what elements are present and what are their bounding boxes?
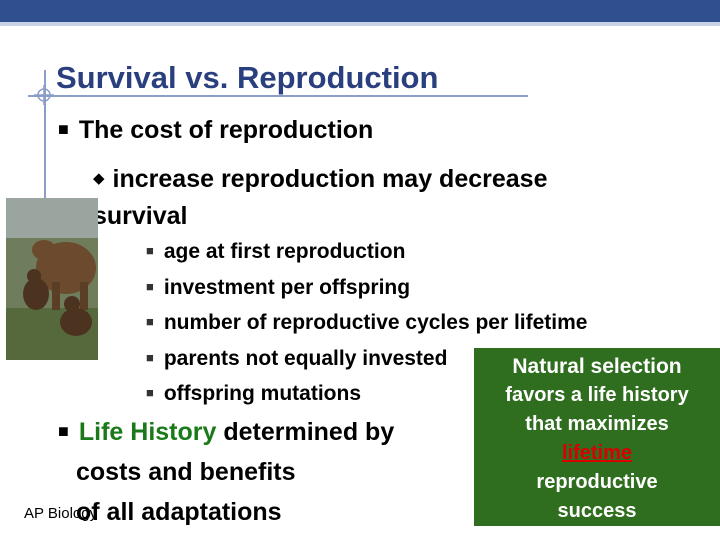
square-bullet-icon: ■ bbox=[58, 421, 69, 441]
footer-label: AP Biology bbox=[24, 505, 98, 522]
diamond-bullet-icon: ◆ bbox=[93, 170, 105, 187]
list-item: ■ parents not equally invested bbox=[146, 346, 448, 370]
bullet1-text: The cost of reproduction bbox=[78, 116, 374, 144]
square-bullet-icon: ■ bbox=[146, 314, 154, 329]
square-bullet-icon: ■ bbox=[146, 278, 154, 294]
list-item: ■ number of reproductive cycles per lifet… bbox=[146, 311, 588, 334]
bullet-life-history: ■ Life History determined by costs and be… bbox=[58, 411, 458, 532]
crosshair-icon bbox=[34, 85, 54, 105]
square-bullet-icon: ■ bbox=[146, 385, 154, 400]
slide-title: Survival vs. Reproduction bbox=[56, 60, 439, 95]
title-underline bbox=[28, 95, 528, 97]
sub-sub-list: ■ age at first reproduction ■ investment p… bbox=[146, 234, 588, 412]
natural-selection-callout: Natural selection favors a life history … bbox=[474, 348, 720, 526]
square-bullet-icon: ■ bbox=[58, 119, 69, 139]
list-item: ■ investment per offspring bbox=[146, 275, 411, 299]
list-item: ■ age at first reproduction bbox=[146, 240, 406, 263]
callout-line6: success bbox=[557, 500, 637, 522]
callout-line1: Natural selection bbox=[512, 355, 682, 378]
square-bullet-icon: ■ bbox=[146, 349, 154, 365]
square-bullet-icon: ■ bbox=[146, 243, 154, 258]
bullet2-line2: costs and benefits bbox=[76, 458, 296, 486]
life-history-highlight: Life History bbox=[78, 418, 217, 446]
callout-line3: that maximizes bbox=[525, 413, 669, 435]
callout-line4: lifetime bbox=[561, 442, 633, 464]
bullet2-line1-rest: determined by bbox=[216, 418, 395, 446]
bullet-cost-of-reproduction: ■ The cost of reproduction bbox=[58, 116, 373, 145]
vertical-guide-line bbox=[44, 70, 46, 315]
callout-line5: reproductive bbox=[536, 471, 658, 493]
bullet2-line3: of all adaptations bbox=[76, 498, 282, 526]
callout-line2: favors a life history bbox=[505, 384, 689, 406]
sub-bullet-text: increase reproduction may decrease survi… bbox=[93, 165, 548, 230]
bear-photo bbox=[6, 198, 98, 360]
list-item: ■ offspring mutations bbox=[146, 382, 362, 405]
sub-bullet: ◆ increase reproduction may decrease surv… bbox=[93, 160, 613, 235]
top-banner bbox=[0, 0, 720, 26]
